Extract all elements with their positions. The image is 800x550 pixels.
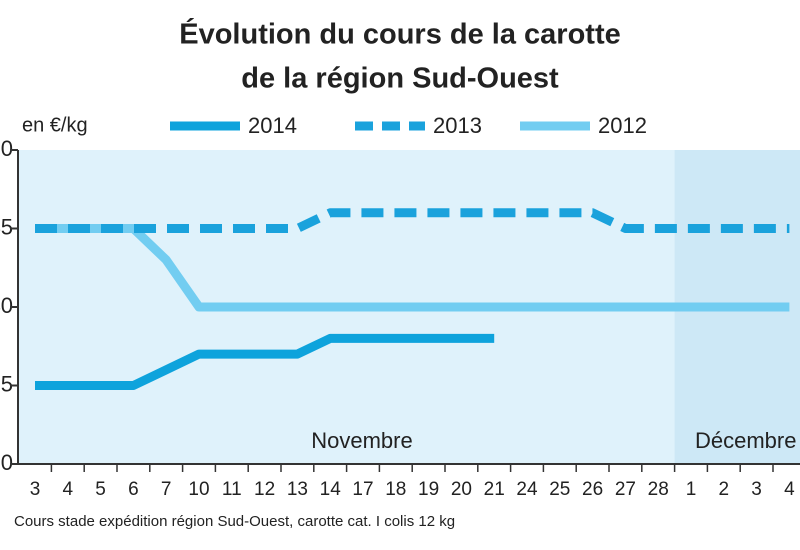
x-tick-label: 19 xyxy=(418,479,439,500)
chart-title: Évolution du cours de la carotte xyxy=(179,17,621,51)
x-tick-label: 4 xyxy=(63,479,74,500)
x-tick-label: 20 xyxy=(451,479,472,500)
x-tick-label: 3 xyxy=(751,479,762,500)
month-label: Novembre xyxy=(311,428,412,453)
chart-subtitle: de la région Sud-Ouest xyxy=(241,63,559,95)
x-tick-label: 18 xyxy=(385,479,406,500)
x-tick-label: 17 xyxy=(352,479,373,500)
x-tick-label: 21 xyxy=(484,479,505,500)
footnote: Cours stade expédition région Sud-Ouest,… xyxy=(14,513,455,530)
x-tick-label: 26 xyxy=(582,479,603,500)
x-tick-label: 4 xyxy=(784,479,795,500)
x-tick-label: 28 xyxy=(648,479,669,500)
y-axis-label: en €/kg xyxy=(22,114,88,136)
y-tick-label: 0,50 xyxy=(0,136,13,161)
y-tick-label: 0,30 xyxy=(0,450,13,475)
x-tick-label: 14 xyxy=(320,479,342,500)
month-label: Décembre xyxy=(695,428,796,453)
x-tick-label: 24 xyxy=(516,479,538,500)
series-line xyxy=(35,333,495,390)
x-tick-label: 11 xyxy=(222,479,242,500)
y-tick-label: 0,40 xyxy=(0,293,13,318)
legend-label: 2013 xyxy=(433,113,482,138)
x-tick-label: 2 xyxy=(719,479,730,500)
legend-label: 2012 xyxy=(598,113,647,138)
x-tick-label: 12 xyxy=(254,479,275,500)
y-tick-label: 0,45 xyxy=(0,214,13,239)
series-line xyxy=(35,224,790,312)
x-tick-label: 3 xyxy=(30,479,41,500)
x-tick-label: 6 xyxy=(128,479,139,500)
x-tick-label: 13 xyxy=(287,479,308,500)
y-tick-label: 0,35 xyxy=(0,371,13,396)
legend-label: 2014 xyxy=(248,113,297,138)
x-tick-label: 27 xyxy=(615,479,636,500)
x-tick-label: 7 xyxy=(161,479,172,500)
x-tick-label: 25 xyxy=(549,479,570,500)
series-line xyxy=(35,208,790,233)
x-tick-label: 1 xyxy=(686,479,697,500)
x-tick-label: 10 xyxy=(188,479,209,500)
x-tick-label: 5 xyxy=(95,479,106,500)
